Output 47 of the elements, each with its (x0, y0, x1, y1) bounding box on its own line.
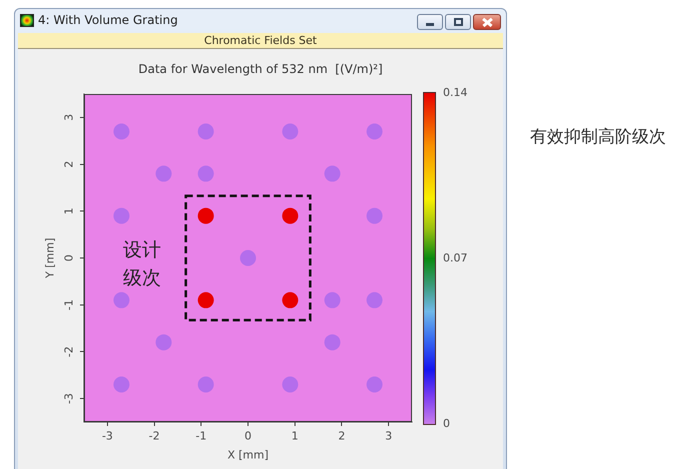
text: Chromatic Fields Set (18, 33, 503, 49)
y-tick-label: 2 (62, 160, 76, 168)
point (156, 166, 172, 182)
point (198, 123, 214, 140)
point (282, 376, 298, 393)
y-tick-label: -2 (62, 346, 76, 358)
color-bar-label: 0 (443, 416, 450, 430)
point (324, 166, 340, 182)
point (366, 208, 383, 224)
point (113, 123, 130, 140)
point (198, 208, 214, 224)
point (324, 292, 340, 308)
x-tick-label: 1 (291, 429, 298, 442)
point (282, 208, 298, 224)
x-tick-label: -3 (102, 429, 113, 442)
x-tick-label: 3 (385, 429, 392, 442)
point (366, 123, 383, 140)
point (113, 376, 130, 393)
chart-title: Data for Wavelength of 532 nm [(V/m)²] (138, 62, 383, 76)
text: 4: With Volume Grating (38, 13, 178, 28)
point (198, 376, 214, 393)
x-tick-label: -2 (148, 429, 160, 442)
point (366, 376, 383, 393)
annotation: 设计级次 (123, 238, 162, 291)
x-tick-label: 2 (338, 429, 346, 442)
point (282, 123, 298, 140)
y-tick-label: -1 (62, 299, 76, 310)
point (113, 292, 130, 308)
color-bar-label: 0.07 (443, 251, 468, 264)
x-tick-label: 0 (244, 429, 252, 442)
y-tick-label: 1 (62, 208, 76, 215)
point (198, 292, 214, 308)
y-tick-label: 0 (62, 254, 76, 262)
x-axis-title: X [mm] (227, 448, 269, 462)
point (113, 208, 130, 224)
y-tick-label: 3 (62, 114, 76, 121)
point (324, 334, 340, 350)
point (240, 250, 256, 266)
color-bar-label: 0.14 (443, 86, 468, 99)
x-tick-label: -1 (196, 429, 207, 442)
y-tick-label: -3 (62, 393, 76, 404)
point (198, 166, 214, 182)
point (282, 292, 298, 308)
y-axis-title: Y [mm] (43, 238, 56, 280)
point (366, 292, 383, 308)
text: 有效抑制高阶级次 (530, 126, 666, 148)
point (156, 334, 172, 350)
